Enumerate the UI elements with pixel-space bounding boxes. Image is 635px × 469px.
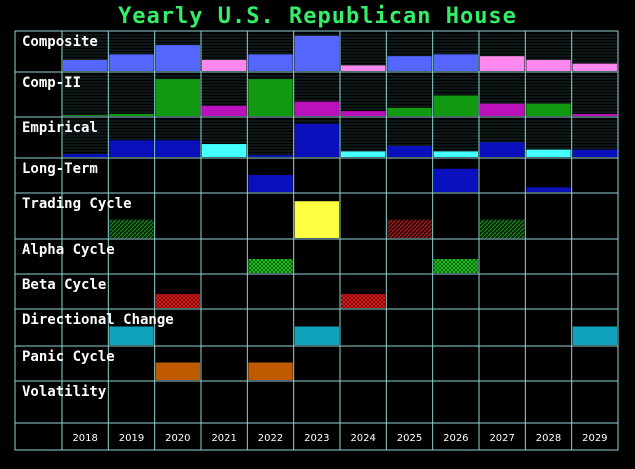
bar-comp-ii-2021 [202, 105, 247, 116]
bar-empirical-2028 [526, 149, 571, 157]
bar-comp-ii-2019 [109, 113, 154, 116]
event-directional-change-2029 [572, 326, 617, 345]
bar-composite-2026 [433, 54, 478, 71]
bar-empirical-2022 [248, 155, 293, 157]
row-label-alpha-cycle: Alpha Cycle [22, 242, 115, 258]
bar-composite-2029 [572, 63, 617, 71]
bar-empirical-2018 [63, 154, 108, 157]
year-label-2027: 2027 [489, 433, 514, 444]
bar-long-term-2022 [248, 174, 293, 192]
event-alpha-cycle-2022 [248, 259, 293, 273]
event-alpha-cycle-2026 [433, 259, 478, 273]
bar-composite-2020 [155, 45, 200, 71]
event-trading-cycle-2027 [480, 219, 525, 238]
event-directional-change-2019 [109, 326, 154, 345]
bar-empirical-2024 [341, 151, 386, 157]
year-label-2022: 2022 [258, 433, 283, 444]
bar-empirical-2027 [480, 142, 525, 157]
event-directional-change-2023 [294, 326, 339, 345]
bar-long-term-2028 [526, 187, 571, 192]
row-label-volatility: Volatility [22, 384, 107, 400]
bar-empirical-2029 [572, 149, 617, 157]
year-label-2020: 2020 [165, 433, 190, 444]
year-label-2028: 2028 [536, 433, 561, 444]
year-label-2026: 2026 [443, 433, 468, 444]
row-label-long-term: Long-Term [22, 161, 98, 177]
bar-comp-ii-2029 [572, 113, 617, 116]
bar-empirical-2026 [433, 151, 478, 157]
bar-long-term-2026 [433, 168, 478, 192]
bar-comp-ii-2018 [63, 115, 108, 116]
bar-composite-2022 [248, 54, 293, 71]
row-label-empirical: Empirical [22, 120, 98, 136]
bar-composite-2018 [63, 59, 108, 71]
event-panic-cycle-2020 [155, 362, 200, 380]
row-label-directional-change: Directional Change [22, 312, 174, 328]
bar-composite-2025 [387, 56, 432, 71]
bar-comp-ii-2028 [526, 103, 571, 116]
bar-composite-2021 [202, 59, 247, 71]
bar-composite-2027 [480, 56, 525, 71]
event-trading-cycle-2019 [109, 219, 154, 238]
event-panic-cycle-2022 [248, 362, 293, 380]
event-beta-cycle-2020 [155, 294, 200, 308]
bar-comp-ii-2022 [248, 79, 293, 116]
bar-composite-2023 [294, 35, 339, 71]
chart-title: Yearly U.S. Republican House [118, 4, 517, 29]
year-label-2029: 2029 [582, 433, 607, 444]
bar-comp-ii-2023 [294, 101, 339, 116]
bar-comp-ii-2026 [433, 95, 478, 116]
bar-comp-ii-2027 [480, 103, 525, 116]
row-label-composite: Composite [22, 34, 98, 50]
bar-empirical-2025 [387, 145, 432, 157]
bar-composite-2024 [341, 65, 386, 71]
bar-empirical-2019 [109, 140, 154, 157]
bar-composite-2019 [109, 54, 154, 71]
year-label-2023: 2023 [304, 433, 329, 444]
row-label-trading-cycle: Trading Cycle [22, 196, 132, 212]
event-trading-cycle-2025 [387, 219, 432, 238]
bar-empirical-2023 [294, 123, 339, 157]
event-trading-cycle-2023 [294, 201, 339, 238]
row-label-comp-ii: Comp-II [22, 75, 81, 91]
bar-empirical-2021 [202, 144, 247, 157]
year-label-2024: 2024 [350, 433, 375, 444]
event-beta-cycle-2024 [341, 294, 386, 308]
year-label-2021: 2021 [211, 433, 236, 444]
year-label-2025: 2025 [397, 433, 422, 444]
bar-empirical-2020 [155, 140, 200, 157]
row-label-beta-cycle: Beta Cycle [22, 277, 106, 293]
year-label-2019: 2019 [119, 433, 144, 444]
bar-composite-2028 [526, 59, 571, 71]
bar-comp-ii-2020 [155, 79, 200, 116]
bar-comp-ii-2025 [387, 107, 432, 116]
year-label-2018: 2018 [72, 433, 97, 444]
bar-comp-ii-2024 [341, 111, 386, 116]
row-label-panic-cycle: Panic Cycle [22, 349, 115, 365]
